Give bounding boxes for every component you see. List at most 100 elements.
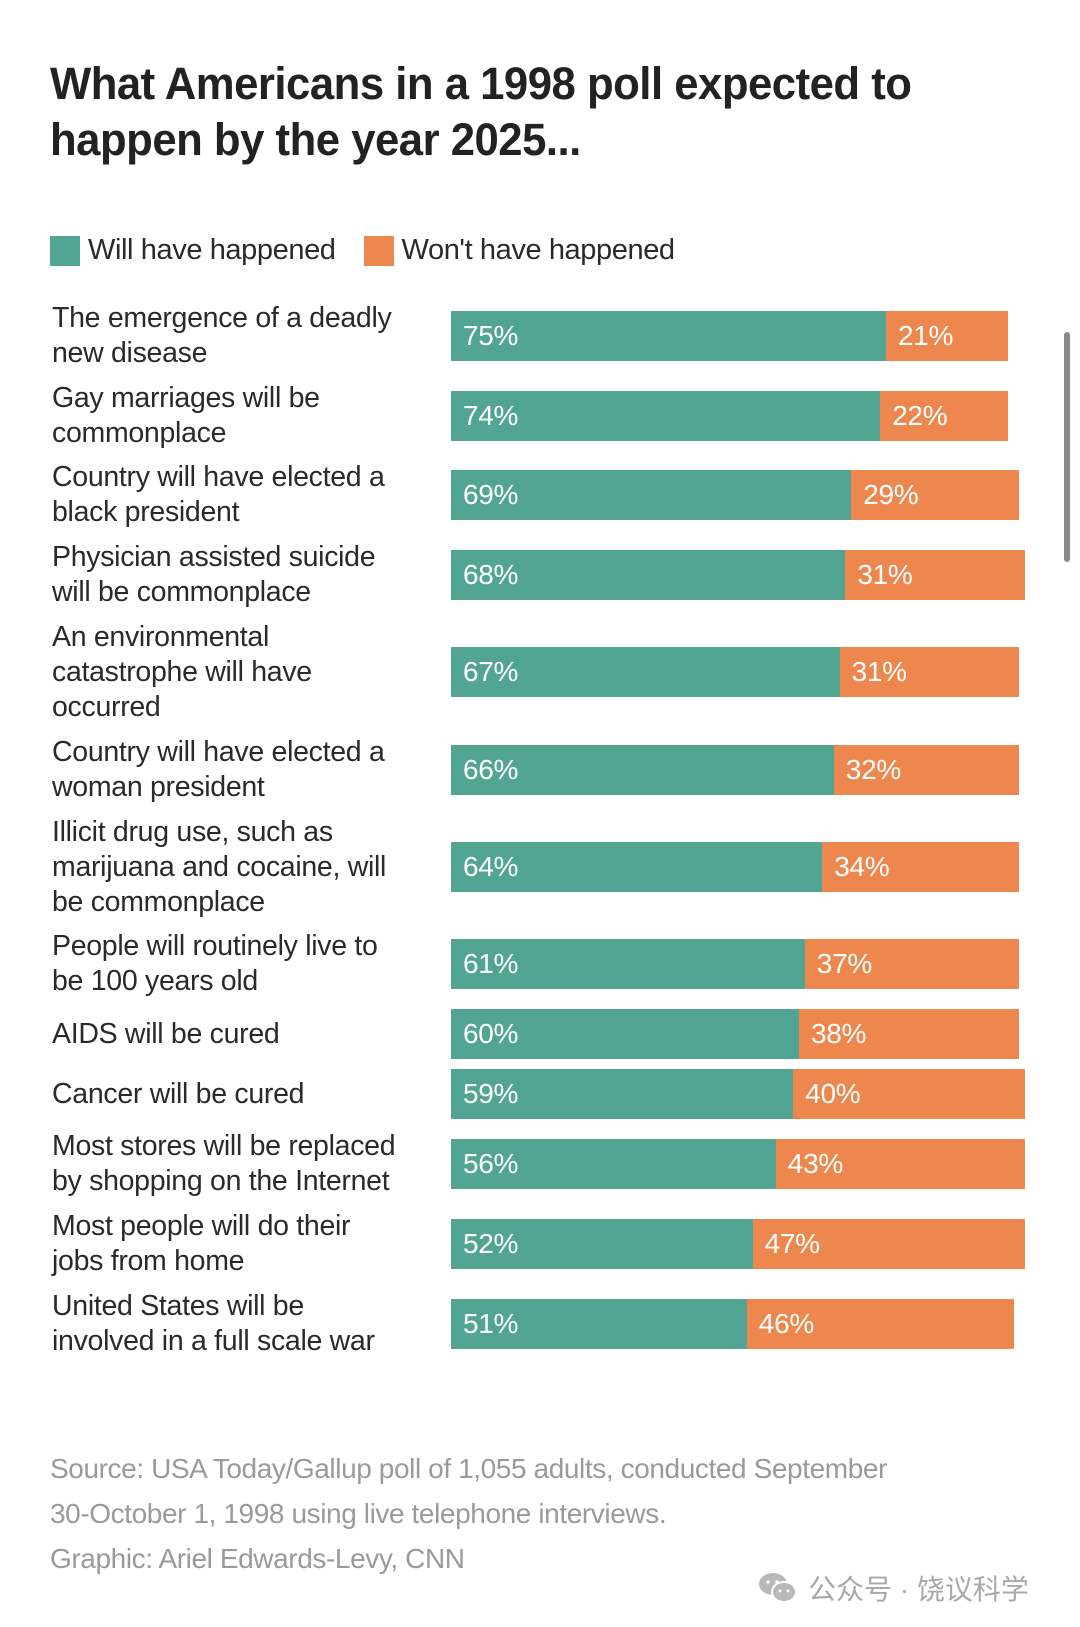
value-label-wont: 46% [758, 1308, 814, 1339]
watermark: 公众号 · 饶议科学 [758, 1568, 1029, 1608]
bar-will-have-happened [451, 391, 881, 441]
value-label-wont: 40% [805, 1078, 861, 1109]
value-label-will: 52% [463, 1228, 519, 1259]
category-label: Most stores will be replaced by shopping … [52, 1129, 432, 1199]
legend-swatch-wont [363, 235, 394, 266]
category-label: An environmental catastrophe will have occ… [52, 620, 432, 725]
value-label-will: 64% [463, 851, 519, 882]
value-label-wont: 34% [834, 851, 890, 882]
legend-label-will: Will have happened [88, 234, 336, 266]
category-label-line: AIDS will be cured [52, 1017, 280, 1050]
category-label-line: Most people will do their [52, 1210, 351, 1242]
value-label-wont: 47% [764, 1228, 820, 1259]
bar-will-have-happened [451, 745, 834, 795]
value-label-will: 60% [463, 1018, 519, 1049]
bar-wont-have-happened [822, 842, 1020, 892]
category-label-line: Most stores will be replaced [52, 1130, 396, 1162]
source-note: Source: USA Today/Gallup poll of 1,055 a… [50, 1446, 1010, 1581]
legend-swatch-will [50, 235, 80, 266]
category-label-line: People will routinely live to [52, 930, 378, 962]
category-label-line: marijuana and cocaine, will [52, 850, 387, 883]
category-label-line: Physician assisted suicide [52, 541, 376, 573]
category-label-line: United States will be [52, 1290, 304, 1322]
bar-will-have-happened [451, 1299, 747, 1349]
category-label-line: An environmental [52, 620, 269, 653]
bar-will-have-happened [451, 550, 846, 600]
category-label: Country will have elected a woman preside… [52, 735, 432, 805]
value-label-wont: 22% [892, 400, 948, 431]
scrollbar[interactable] [1064, 332, 1070, 562]
category-label-line: Cancer will be cured [52, 1077, 305, 1110]
bar-wont-have-happened [793, 1069, 1026, 1119]
category-label-line: new disease [52, 337, 208, 369]
value-label-will: 69% [463, 479, 519, 510]
category-label-line: involved in a full scale war [52, 1325, 375, 1357]
legend-item-wont: Won't have happened [363, 234, 676, 267]
legend: Will have happened Won't have happened [50, 234, 703, 267]
category-label: AIDS will be cured [52, 1017, 432, 1052]
bar-wont-have-happened [880, 391, 1008, 441]
value-label-wont: 37% [816, 948, 872, 979]
value-label-wont: 31% [851, 656, 907, 687]
category-label: Physician assisted suicide will be common… [52, 540, 432, 610]
bar-wont-have-happened [851, 470, 1020, 520]
legend-label-wont: Won't have happened [401, 234, 676, 266]
category-label-line: Gay marriages will be [52, 382, 320, 414]
watermark-text: 公众号 · 饶议科学 [808, 1574, 1029, 1605]
value-label-will: 68% [463, 559, 519, 590]
category-label-line: Country will have elected a [52, 736, 385, 768]
graphic-credit: Graphic: Ariel Edwards-Levy, CNN [50, 1543, 465, 1574]
bar-will-have-happened [451, 470, 852, 520]
bar-will-have-happened [451, 1069, 794, 1119]
category-label-line: black president [52, 496, 240, 528]
bar-wont-have-happened [746, 1299, 1014, 1349]
category-label-line: jobs from home [52, 1245, 245, 1277]
value-label-will: 59% [463, 1078, 519, 1109]
bar-will-have-happened [451, 842, 823, 892]
bar-wont-have-happened [839, 647, 1020, 697]
category-label: The emergence of a deadly new disease [52, 301, 432, 371]
category-label: People will routinely live to be 100 year… [52, 929, 432, 999]
bar-wont-have-happened [799, 1009, 1020, 1059]
category-label-line: occurred [52, 690, 161, 723]
bar-wont-have-happened [752, 1219, 1026, 1269]
category-label: Country will have elected a black preside… [52, 460, 432, 530]
value-label-wont: 43% [787, 1148, 843, 1179]
value-label-wont: 38% [811, 1018, 867, 1049]
value-label-wont: 21% [898, 320, 954, 351]
category-label-line: Country will have elected a [52, 461, 385, 493]
legend-item-will: Will have happened [50, 234, 336, 267]
bar-will-have-happened [451, 1219, 753, 1269]
category-label-line: by shopping on the Internet [52, 1165, 390, 1197]
value-label-will: 51% [463, 1308, 519, 1339]
bar-wont-have-happened [845, 550, 1026, 600]
category-label-line: catastrophe will have [52, 655, 312, 688]
category-label: Illicit drug use, such as marijuana and c… [52, 815, 432, 920]
value-label-wont: 31% [857, 559, 913, 590]
bar-wont-have-happened [804, 939, 1020, 989]
category-label-line: woman president [52, 771, 265, 803]
bar-will-have-happened [451, 647, 840, 697]
value-label-will: 61% [463, 948, 519, 979]
category-label: United States will be involved in a full … [52, 1289, 432, 1359]
category-label-line: be 100 years old [52, 965, 258, 997]
value-label-will: 66% [463, 754, 519, 785]
category-label: Most people will do their jobs from home [52, 1209, 432, 1279]
category-label-line: will be commonplace [52, 576, 311, 608]
source-line-2: 30-October 1, 1998 using live telephone … [50, 1498, 667, 1529]
value-label-will: 67% [463, 656, 519, 687]
bar-wont-have-happened [886, 311, 1008, 361]
value-label-will: 75% [463, 320, 519, 351]
bar-wont-have-happened [775, 1139, 1026, 1189]
wechat-icon [759, 1573, 797, 1603]
category-label-line: be commonplace [52, 885, 265, 918]
category-label-line: The emergence of a deadly [52, 302, 392, 334]
category-label: Gay marriages will be commonplace [52, 381, 432, 451]
value-label-wont: 29% [863, 479, 919, 510]
bar-will-have-happened [451, 311, 886, 361]
value-label-wont: 32% [845, 754, 901, 785]
bar-will-have-happened [451, 1139, 776, 1189]
bar-will-have-happened [451, 939, 805, 989]
value-label-will: 56% [463, 1148, 519, 1179]
bar-will-have-happened [451, 1009, 799, 1059]
